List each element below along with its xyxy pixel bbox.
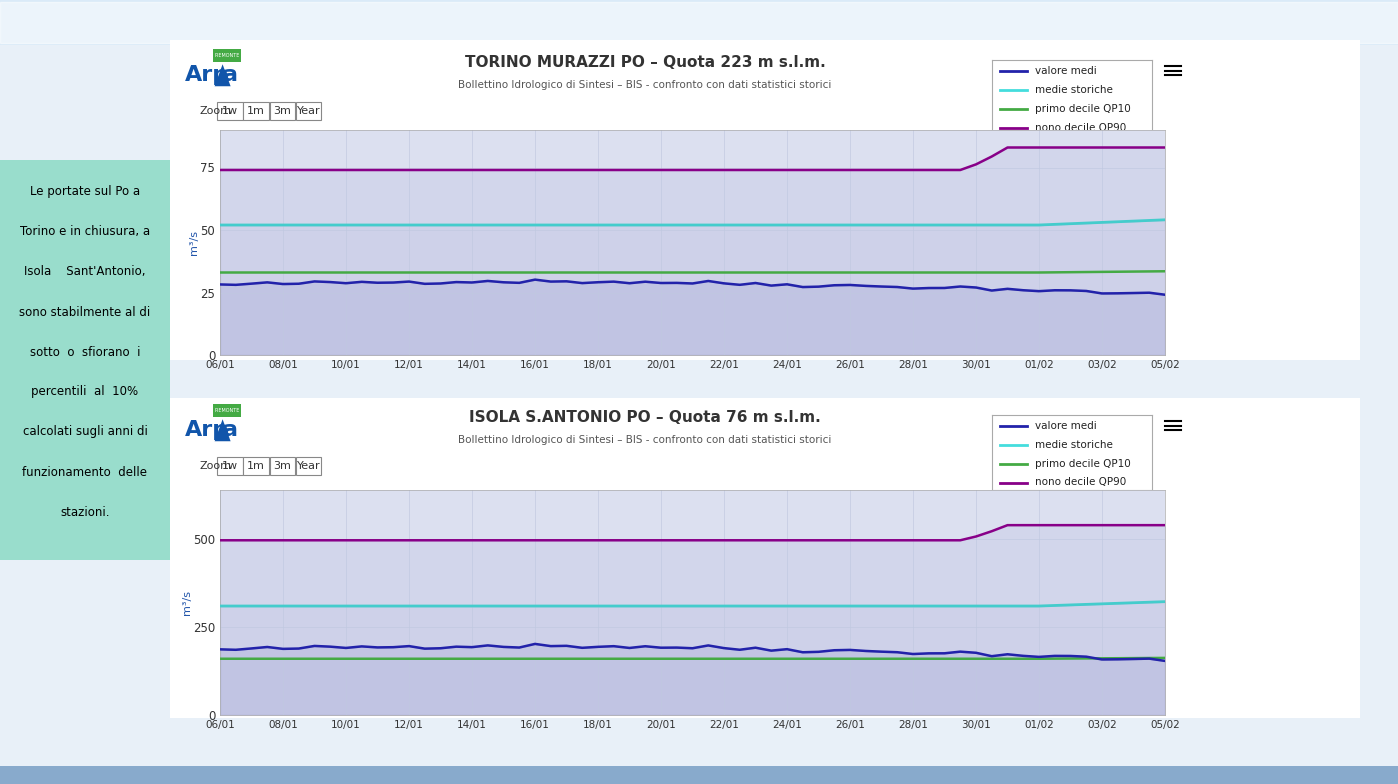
Text: Zoom: Zoom xyxy=(199,461,231,471)
FancyBboxPatch shape xyxy=(243,457,268,475)
Text: PIEMONTE: PIEMONTE xyxy=(214,408,239,413)
FancyBboxPatch shape xyxy=(296,457,322,475)
FancyBboxPatch shape xyxy=(270,457,295,475)
Text: calcolati sugli anni di: calcolati sugli anni di xyxy=(22,426,147,438)
Text: Year: Year xyxy=(296,461,320,471)
Text: 1w: 1w xyxy=(222,106,238,116)
Text: Bollettino Idrologico di Sintesi – BIS - confronto con dati statistici storici: Bollettino Idrologico di Sintesi – BIS -… xyxy=(459,435,832,445)
Bar xyxy=(212,405,240,416)
Text: valore medi: valore medi xyxy=(1035,67,1097,76)
Text: Bollettino Idrologico di Sintesi – BIS - confronto con dati statistici storici: Bollettino Idrologico di Sintesi – BIS -… xyxy=(459,80,832,90)
FancyBboxPatch shape xyxy=(217,102,242,120)
Text: PIEMONTE: PIEMONTE xyxy=(214,53,239,58)
Y-axis label: m³/s: m³/s xyxy=(182,590,192,615)
Text: Arp: Arp xyxy=(185,65,229,85)
Text: nono decile QP90: nono decile QP90 xyxy=(1035,122,1127,132)
Text: medie storiche: medie storiche xyxy=(1035,85,1113,95)
Text: Arp: Arp xyxy=(185,420,229,441)
FancyBboxPatch shape xyxy=(243,102,268,120)
Text: nono decile QP90: nono decile QP90 xyxy=(1035,477,1127,488)
Text: 1m: 1m xyxy=(247,461,266,471)
Text: funzionamento  delle: funzionamento delle xyxy=(22,466,148,478)
Text: valore medi: valore medi xyxy=(1035,421,1097,431)
Text: Zoom: Zoom xyxy=(199,106,231,116)
Text: sotto  o  sfiorano  i: sotto o sfiorano i xyxy=(29,346,140,358)
Text: 3m: 3m xyxy=(274,106,291,116)
Text: 1m: 1m xyxy=(247,106,266,116)
Text: percentili  al  10%: percentili al 10% xyxy=(31,386,138,398)
Text: Le portate sul Po a: Le portate sul Po a xyxy=(29,186,140,198)
Text: ISOLA S.ANTONIO PO – Quota 76 m s.l.m.: ISOLA S.ANTONIO PO – Quota 76 m s.l.m. xyxy=(470,410,821,425)
Text: a: a xyxy=(222,65,238,85)
FancyBboxPatch shape xyxy=(296,102,322,120)
Text: medie storiche: medie storiche xyxy=(1035,440,1113,450)
Text: primo decile QP10: primo decile QP10 xyxy=(1035,459,1131,469)
Text: stazioni.: stazioni. xyxy=(60,506,110,518)
Text: a: a xyxy=(222,420,238,441)
Text: primo decile QP10: primo decile QP10 xyxy=(1035,103,1131,114)
Text: Torino e in chiusura, a: Torino e in chiusura, a xyxy=(20,226,150,238)
Polygon shape xyxy=(215,64,231,86)
Text: Isola    Sant'Antonio,: Isola Sant'Antonio, xyxy=(24,266,145,278)
Y-axis label: m³/s: m³/s xyxy=(189,230,199,255)
Text: TORINO MURAZZI PO – Quota 223 m s.l.m.: TORINO MURAZZI PO – Quota 223 m s.l.m. xyxy=(464,55,825,70)
FancyBboxPatch shape xyxy=(217,457,242,475)
Bar xyxy=(212,49,240,61)
Text: Year: Year xyxy=(296,106,320,116)
Text: 3m: 3m xyxy=(274,461,291,471)
Polygon shape xyxy=(215,419,231,441)
Text: 1w: 1w xyxy=(222,461,238,471)
Text: sono stabilmente al di: sono stabilmente al di xyxy=(20,306,151,318)
FancyBboxPatch shape xyxy=(270,102,295,120)
